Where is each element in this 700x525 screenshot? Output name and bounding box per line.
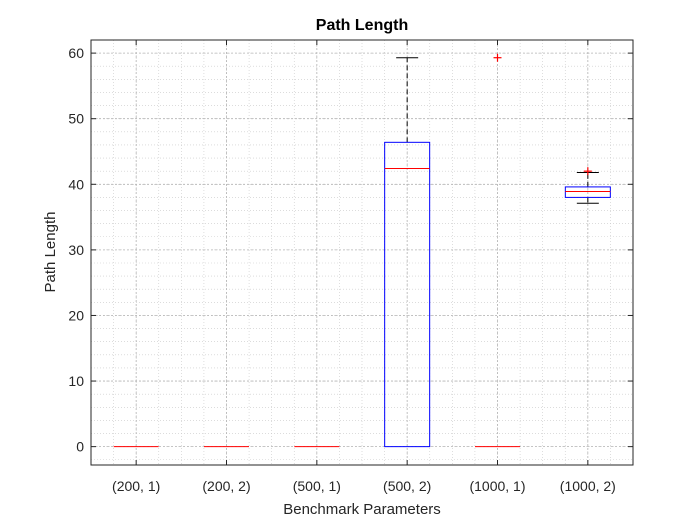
x-tick-label: (500, 2) (383, 478, 431, 494)
x-tick-label: (200, 2) (202, 478, 250, 494)
y-tick-label: 30 (68, 242, 84, 258)
y-tick-label: 40 (68, 176, 84, 192)
box-group (384, 57, 431, 448)
box-iqr (564, 186, 611, 198)
boxes (113, 53, 611, 448)
plot-area-frame (90, 39, 634, 466)
x-tick-label: (200, 1) (112, 478, 160, 494)
x-tick-label: (1000, 1) (469, 478, 525, 494)
axis-ticks: 0 10 20 30 40 50 60 (200, 1) (200, 2) (500, 1) (50… (68, 40, 633, 494)
x-axis-label: Benchmark Parameters (283, 501, 441, 518)
box-group (564, 167, 611, 204)
y-tick-label: 60 (68, 45, 84, 61)
y-tick-label: 20 (68, 307, 84, 323)
box-group (475, 53, 520, 448)
y-axis-label: Path Length (42, 212, 59, 293)
chart-title: Path Length (316, 17, 408, 34)
grid (91, 39, 633, 465)
y-tick-label: 0 (76, 439, 84, 455)
outlier-marker (493, 53, 502, 62)
box-iqr (384, 141, 431, 448)
y-tick-label: 10 (68, 373, 84, 389)
y-tick-label: 50 (68, 111, 84, 127)
outlier-marker (583, 167, 592, 176)
x-tick-label: (1000, 2) (560, 478, 616, 494)
x-tick-label: (500, 1) (293, 478, 341, 494)
